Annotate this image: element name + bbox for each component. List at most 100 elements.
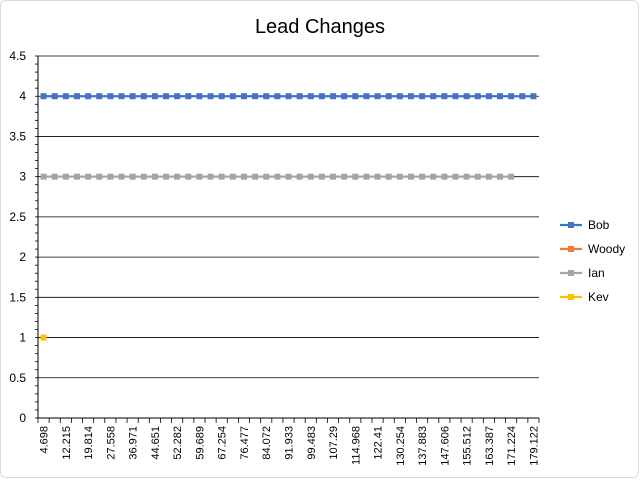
data-point — [519, 93, 526, 100]
data-point — [385, 93, 392, 100]
data-point — [229, 93, 236, 100]
data-point — [151, 173, 158, 180]
data-point — [274, 93, 281, 100]
legend-entry-bob: Bob — [560, 218, 610, 232]
data-point — [363, 93, 370, 100]
x-tick-label: 91.933 — [284, 426, 296, 460]
x-tick-label: 99.483 — [306, 426, 318, 460]
data-point — [218, 93, 225, 100]
data-point — [73, 173, 80, 180]
x-tick-label: 67.254 — [217, 426, 229, 460]
x-tick-label: 137.883 — [417, 426, 429, 466]
data-point — [85, 173, 92, 180]
data-point — [129, 93, 136, 100]
data-point — [374, 173, 381, 180]
x-tick-label: 4.698 — [39, 426, 51, 454]
data-point — [240, 173, 247, 180]
data-point — [207, 173, 214, 180]
data-point — [396, 173, 403, 180]
legend-marker — [568, 222, 574, 228]
data-point — [107, 173, 114, 180]
data-point — [185, 173, 192, 180]
y-tick-label: 1 — [19, 331, 26, 345]
data-point — [341, 173, 348, 180]
x-tick-label: 27.558 — [105, 426, 117, 460]
y-tick-label: 3.5 — [9, 129, 26, 143]
data-point — [252, 173, 259, 180]
legend-entry-woody: Woody — [560, 242, 625, 256]
data-point — [452, 93, 459, 100]
data-point — [240, 93, 247, 100]
data-point — [285, 93, 292, 100]
x-tick-label: 19.814 — [83, 426, 95, 460]
legend-label: Woody — [588, 242, 625, 256]
data-point — [441, 93, 448, 100]
data-point — [196, 93, 203, 100]
data-point — [229, 173, 236, 180]
data-point — [530, 93, 537, 100]
data-point — [85, 93, 92, 100]
x-tick-label: 155.512 — [462, 426, 474, 466]
data-point — [274, 173, 281, 180]
legend-marker — [568, 270, 574, 276]
data-point — [474, 173, 481, 180]
y-tick-label: 3 — [19, 170, 26, 184]
data-point — [318, 173, 325, 180]
data-point — [307, 173, 314, 180]
data-point — [296, 93, 303, 100]
y-tick-label: 2.5 — [9, 210, 26, 224]
x-tick-label: 12.215 — [61, 426, 73, 460]
data-point — [96, 173, 103, 180]
data-point — [497, 93, 504, 100]
data-point — [129, 173, 136, 180]
y-tick-label: 2 — [19, 250, 26, 264]
data-point — [263, 93, 270, 100]
axes: 0 0.5 1 1.5 2 2.5 3 3.5 4 4.5 4.698 12.215 19.814 27.… — [9, 49, 540, 466]
data-point — [352, 173, 359, 180]
x-tick-label: 36.971 — [128, 426, 140, 460]
data-point — [40, 334, 47, 341]
data-point — [363, 173, 370, 180]
data-point — [385, 173, 392, 180]
x-tick-label: 44.651 — [150, 426, 162, 460]
data-point — [185, 93, 192, 100]
data-point — [452, 173, 459, 180]
x-tick-label: 179.122 — [528, 426, 540, 466]
data-point — [40, 93, 47, 100]
data-point — [407, 93, 414, 100]
data-point — [352, 93, 359, 100]
legend-label: Ian — [588, 266, 605, 280]
legend-label: Kev — [588, 290, 609, 304]
data-point — [285, 173, 292, 180]
data-point — [374, 93, 381, 100]
data-point — [419, 93, 426, 100]
x-tick-label: 76.477 — [239, 426, 251, 460]
series-bob — [40, 93, 537, 100]
x-tick-label: 122.41 — [373, 426, 385, 460]
data-point — [263, 173, 270, 180]
data-point — [51, 173, 58, 180]
x-tick-label: 59.689 — [194, 426, 206, 460]
legend-entry-kev: Kev — [560, 290, 609, 304]
grid — [38, 55, 539, 379]
y-tick-label: 4 — [19, 89, 26, 103]
legend-entry-ian: Ian — [560, 266, 605, 280]
data-point — [73, 93, 80, 100]
data-point — [107, 93, 114, 100]
data-point — [151, 93, 158, 100]
data-point — [474, 93, 481, 100]
data-point — [140, 93, 147, 100]
data-point — [441, 173, 448, 180]
data-point — [485, 93, 492, 100]
data-point — [163, 93, 170, 100]
data-point — [463, 173, 470, 180]
data-point — [485, 173, 492, 180]
data-point — [430, 173, 437, 180]
data-point — [330, 173, 337, 180]
x-tick-label: 107.29 — [328, 426, 340, 460]
legend: Bob Woody Ian Kev — [560, 218, 625, 304]
x-tick-label: 114.968 — [350, 426, 362, 465]
data-point — [140, 173, 147, 180]
